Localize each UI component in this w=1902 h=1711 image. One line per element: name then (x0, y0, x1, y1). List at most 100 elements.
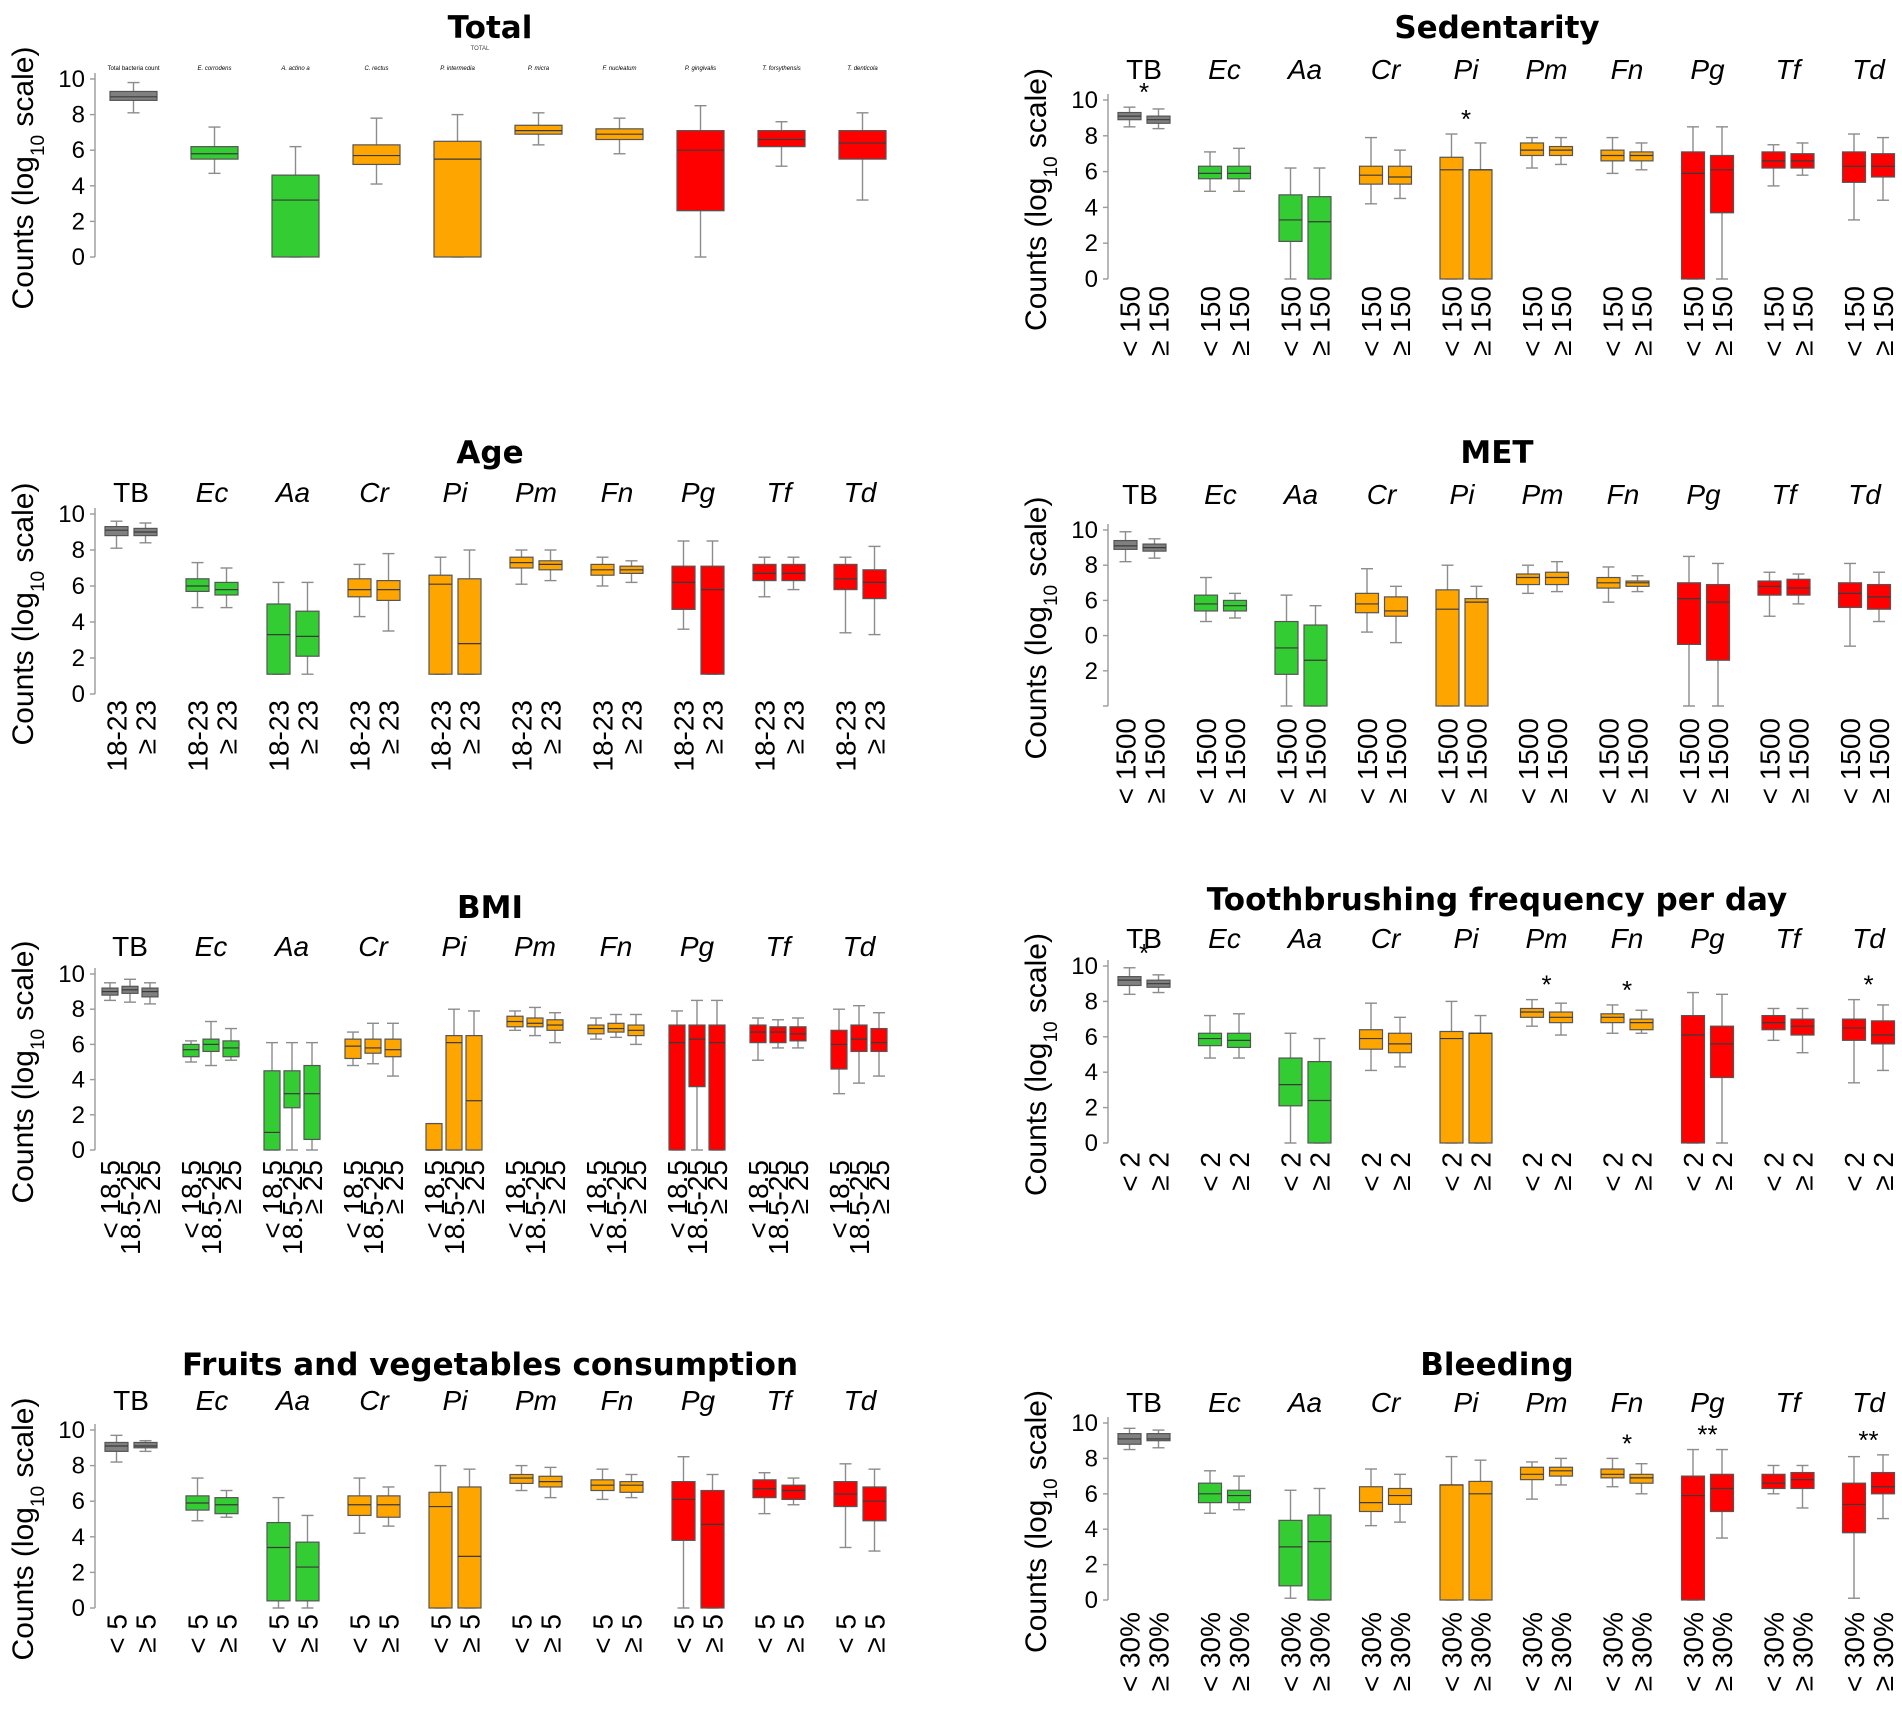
bacteria-group-TB: TB 18-23≥ 23 (102, 477, 162, 772)
group-label: ≥ 1500 (1864, 718, 1895, 803)
y-tick-label: 2 (1085, 1095, 1098, 1122)
group-label: ≥ 30% (1627, 1612, 1658, 1691)
group-label: ≥ 5 (536, 1614, 567, 1653)
box (1680, 1014, 1706, 1144)
bacterium-label: Tf (1776, 54, 1804, 85)
group-label: 18.5-25 (439, 1160, 470, 1255)
box (1519, 142, 1545, 157)
box (283, 1070, 301, 1109)
group-label: < 30% (1276, 1612, 1307, 1692)
box (1870, 1020, 1896, 1045)
box (1439, 156, 1464, 280)
y-tick-label: 8 (1085, 1445, 1098, 1472)
y-axis-label-end: scale) (1020, 497, 1053, 585)
y-tick-label: 0 (72, 1137, 85, 1164)
group-label: < 1500 (1191, 718, 1222, 804)
group-label: < 30% (1839, 1612, 1870, 1692)
bacteria-group-Pg: Pg < 18.518.5-25≥ 25 (662, 931, 733, 1255)
box (1870, 153, 1896, 178)
panel-title: MET (1460, 435, 1533, 471)
bacteria-group-Pi: Pi 18-23≥ 23 (426, 477, 486, 772)
y-tick-label: 2 (72, 645, 85, 672)
bacteria-group-Ec: Ec < 5≥ 5 (183, 1385, 243, 1654)
group-label: < 18.5 (662, 1160, 693, 1239)
group-label: 18-23 (831, 700, 862, 772)
y-tick-label: 8 (72, 102, 85, 129)
y-tick-label: 8 (1085, 552, 1098, 579)
bacterium-label: Td (844, 477, 878, 508)
group-label: ≥ 5 (860, 1614, 891, 1653)
box (1515, 573, 1541, 586)
bacterium-label: Tf (1776, 1387, 1804, 1418)
group-label: ≥ 5 (212, 1614, 243, 1653)
group-label: ≥ 1500 (1140, 718, 1171, 803)
box (1226, 1489, 1252, 1504)
group-label: < 2 (1517, 1152, 1548, 1192)
y-tick-label: 0 (1085, 1130, 1098, 1157)
box (1870, 1471, 1896, 1495)
group-label: ≥ 2 (1546, 1152, 1577, 1191)
bacteria-group-Aa: Aa 18-23≥ 23 (264, 477, 324, 772)
box (1439, 1484, 1464, 1601)
bacterium-label: Pm (515, 477, 557, 508)
bacterium-label: Fn (1611, 54, 1644, 85)
bacterium-label: Ec (1208, 923, 1241, 954)
y-tick-label: 0 (1085, 1587, 1098, 1614)
bacteria-group-Fn: Fn < 5≥ 5 (588, 1385, 648, 1654)
significance-marker: * (1461, 104, 1471, 134)
bacteria-group-Pm: Pm < 5≥ 5 (507, 1385, 567, 1654)
box (1709, 1473, 1735, 1513)
box (671, 1481, 696, 1541)
y-tick-label: 6 (1085, 587, 1098, 614)
bacteria-group-Fn: Fn < 2≥ 2 (1598, 923, 1658, 1192)
y-axis-label-main: Counts (log (7, 156, 40, 309)
bacteria-group-Pi: Pi < 150≥ 150 (1437, 54, 1497, 357)
box (457, 1486, 482, 1609)
y-tick-label: 4 (72, 1524, 85, 1551)
group-label: 18.5-25 (601, 1160, 632, 1255)
group-label: ≥ 25 (297, 1160, 328, 1214)
bacterium-label: Pi (1454, 54, 1480, 85)
group-label: ≥ 1500 (1703, 718, 1734, 803)
box (1435, 589, 1460, 707)
box (1303, 624, 1328, 707)
box (295, 1541, 320, 1602)
y-tick-label: 10 (1071, 517, 1098, 544)
bacterium-label: P. intermedia (440, 66, 475, 72)
box (1197, 1482, 1223, 1504)
group-label: 18.5-25 (358, 1160, 389, 1255)
bacterium-label: Total bacteria count (107, 66, 159, 72)
group-label: < 5 (426, 1614, 457, 1654)
group-label: < 5 (669, 1614, 700, 1654)
box (781, 1484, 806, 1501)
group-label: ≥ 25 (783, 1160, 814, 1214)
bacteria-group-Pg: Pg < 1500≥ 1500 (1674, 479, 1734, 804)
group-label: < 150 (1678, 286, 1709, 357)
box (428, 574, 453, 675)
group-label: < 150 (1598, 286, 1629, 357)
bacterium-label: F. nucleatum (603, 66, 637, 72)
box (700, 1489, 725, 1609)
box (1600, 1013, 1625, 1024)
box (445, 1034, 463, 1151)
box (376, 1495, 401, 1518)
y-tick-label: 8 (1085, 988, 1098, 1015)
bacterium-label: Tf (767, 1385, 795, 1416)
box (749, 1024, 767, 1044)
y-axis-label-sub: 10 (28, 135, 49, 156)
bacteria-group-Tf: Tf < 150≥ 150 (1759, 54, 1819, 357)
box (1307, 196, 1332, 280)
y-tick-label: 4 (1085, 1059, 1098, 1086)
box (1625, 580, 1650, 587)
bacterium-label: TB (1126, 923, 1162, 954)
bacterium-label: Cr (359, 1385, 390, 1416)
y-tick-label: 4 (1085, 194, 1098, 221)
group-label: ≥ 2 (1466, 1152, 1497, 1191)
box (347, 1495, 372, 1517)
bacterium-label: Ec (1208, 1387, 1241, 1418)
bacterium-label: Fn (601, 477, 634, 508)
box (214, 1497, 239, 1515)
group-label: < 1500 (1111, 718, 1142, 804)
group-label: < 1500 (1513, 718, 1544, 804)
